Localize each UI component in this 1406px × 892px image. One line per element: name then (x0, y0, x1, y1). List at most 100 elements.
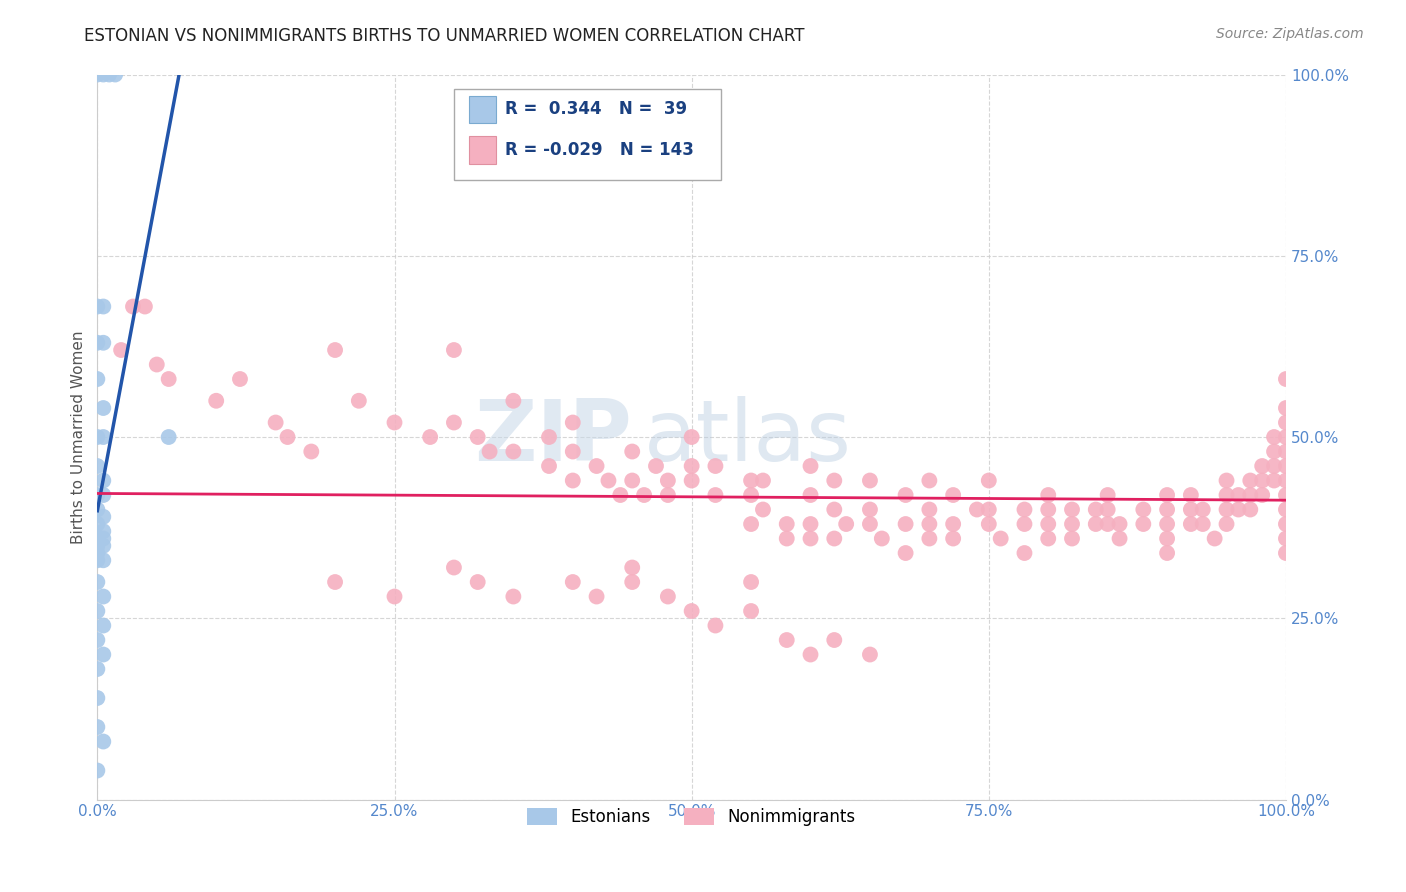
Point (1014, 516, 1036, 531)
Point (323, 574, 346, 589)
Point (86, 633, 108, 648)
Point (1084, 502, 1107, 516)
Point (347, 393, 370, 408)
Point (1275, 546, 1298, 560)
Text: Source: ZipAtlas.com: Source: ZipAtlas.com (1216, 27, 1364, 41)
Point (1084, 516, 1107, 531)
Point (264, 416, 287, 430)
Point (1275, 401, 1298, 415)
Point (502, 590, 524, 604)
Point (1038, 502, 1060, 516)
Point (86, 764, 108, 778)
Point (86, 502, 108, 516)
Point (1156, 532, 1178, 546)
Point (1275, 416, 1298, 430)
Point (86, 539, 108, 553)
Point (942, 488, 965, 502)
Point (585, 458, 607, 473)
Point (621, 444, 644, 458)
Point (918, 502, 941, 516)
Point (91, 300, 114, 314)
Point (1263, 430, 1285, 444)
Point (467, 430, 489, 444)
Point (1275, 516, 1298, 531)
Point (776, 532, 799, 546)
Point (621, 574, 644, 589)
Point (1060, 516, 1083, 531)
Point (91, 524, 114, 539)
Point (98, 68, 121, 82)
Point (704, 458, 727, 473)
Point (799, 516, 821, 531)
Legend: Estonians, Nonimmigrants: Estonians, Nonimmigrants (519, 800, 865, 835)
Point (977, 516, 1000, 531)
Point (537, 430, 560, 444)
Point (91, 734, 114, 748)
Point (91, 68, 114, 82)
Point (467, 574, 489, 589)
Point (1239, 474, 1261, 488)
Point (1251, 474, 1274, 488)
Point (1097, 488, 1119, 502)
Point (86, 662, 108, 676)
Point (502, 393, 524, 408)
Point (1275, 372, 1298, 386)
Point (752, 474, 775, 488)
Point (1156, 488, 1178, 502)
Point (229, 372, 252, 386)
Point (91, 590, 114, 604)
Point (894, 546, 917, 560)
Point (1275, 488, 1298, 502)
Point (799, 458, 821, 473)
Point (104, 68, 127, 82)
Point (740, 574, 762, 589)
Point (561, 416, 583, 430)
Point (1097, 502, 1119, 516)
Point (740, 516, 762, 531)
Point (1180, 516, 1202, 531)
Point (681, 474, 703, 488)
Point (1014, 502, 1036, 516)
Point (704, 488, 727, 502)
Point (1251, 488, 1274, 502)
Point (704, 618, 727, 632)
Point (894, 516, 917, 531)
Point (1156, 546, 1178, 560)
Point (859, 502, 882, 516)
Point (918, 474, 941, 488)
Point (681, 604, 703, 618)
Point (1038, 532, 1060, 546)
Point (1227, 502, 1250, 516)
Point (799, 532, 821, 546)
Point (157, 430, 180, 444)
Point (1156, 516, 1178, 531)
Point (870, 532, 893, 546)
Point (681, 430, 703, 444)
Point (86, 574, 108, 589)
Point (657, 590, 679, 604)
Point (966, 502, 988, 516)
Point (1156, 502, 1178, 516)
Point (91, 509, 114, 524)
Point (1204, 532, 1226, 546)
Point (1038, 488, 1060, 502)
Point (609, 488, 631, 502)
Point (157, 372, 180, 386)
Point (91, 539, 114, 553)
Point (86, 68, 108, 82)
Text: R = -0.029   N = 143: R = -0.029 N = 143 (505, 141, 695, 159)
Point (86, 516, 108, 531)
Point (990, 532, 1012, 546)
Point (823, 532, 845, 546)
Point (657, 488, 679, 502)
Point (740, 474, 762, 488)
Text: ESTONIAN VS NONIMMIGRANTS BIRTHS TO UNMARRIED WOMEN CORRELATION CHART: ESTONIAN VS NONIMMIGRANTS BIRTHS TO UNMA… (84, 27, 804, 45)
Point (835, 516, 858, 531)
Point (146, 358, 169, 372)
Point (740, 488, 762, 502)
Point (91, 648, 114, 662)
Point (561, 474, 583, 488)
Point (859, 474, 882, 488)
Point (1108, 532, 1130, 546)
Point (776, 633, 799, 648)
